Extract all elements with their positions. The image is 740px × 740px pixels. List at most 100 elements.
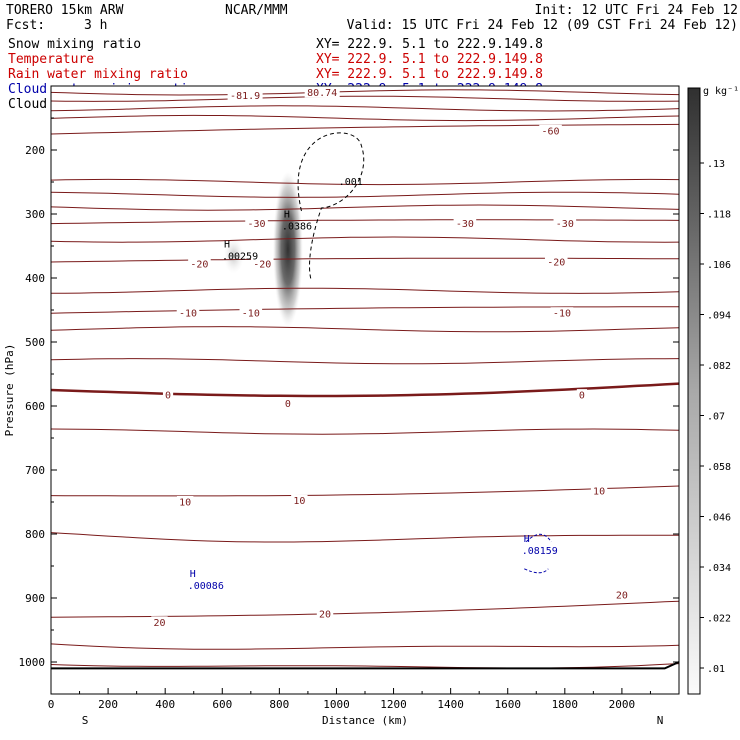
y-tick-label: 700: [25, 464, 45, 477]
legend-field-xy: XY= 222.9. 5.1 to 222.9.149.8: [316, 67, 543, 82]
x-tick-label: 2000: [609, 698, 636, 711]
high-value: .00086: [188, 581, 224, 592]
temperature-contour: [50, 114, 680, 122]
contour-label-bg: [550, 307, 574, 319]
south-label: S: [82, 714, 89, 727]
x-tick-label: 400: [155, 698, 175, 711]
temperature-contour--60: [50, 123, 680, 135]
contour-label: -10: [179, 309, 197, 320]
legend-field-xy: XY= 222.9. 5.1 to 222.9.149.8: [316, 52, 543, 67]
plot-area: -81.9 80.74 -60 -30 -30 -30 -20 -20 -20 -10 -10 -10…: [19, 85, 680, 711]
contour-label-bg: [250, 257, 274, 269]
contour-label-bg: [162, 389, 174, 401]
contour-label: -10: [553, 309, 571, 320]
x-tick-label: 600: [212, 698, 232, 711]
contour-label: -30: [247, 219, 265, 230]
x-axis-label: Distance (km): [322, 714, 408, 727]
x-tick-label: 1400: [437, 698, 464, 711]
colorbar-tick-label: .118: [707, 210, 731, 221]
colorbar-tick-label: .094: [707, 311, 731, 322]
high-marker: H: [224, 240, 230, 251]
contour-label-bg: [613, 588, 631, 600]
legend-field-name: Temperature: [8, 52, 94, 67]
temperature-contour: [50, 532, 679, 543]
contour-label: 10: [593, 487, 605, 498]
colorbar-tick-label: .13: [707, 159, 725, 170]
x-tick-label: 1600: [494, 698, 521, 711]
contour-label-bg: [176, 496, 194, 507]
contour-label-bg: [291, 494, 308, 506]
contour-label-bg: [188, 257, 211, 269]
temperature-contour: [50, 287, 680, 294]
colorbar-tick-label: .022: [707, 614, 731, 625]
legend-field-name: Snow mixing ratio: [8, 37, 141, 52]
contour-label: 80.74: [307, 88, 337, 99]
contour-label: 10: [293, 496, 305, 507]
high-value: .00259: [222, 252, 258, 263]
high-marker: H: [284, 210, 290, 221]
temperature-contour: [50, 204, 680, 211]
colorbar-tick-label: .07: [707, 412, 725, 423]
contour-label: 20: [616, 590, 628, 601]
org-title: NCAR/MMM: [225, 3, 288, 18]
temperature-contour--10: [50, 306, 679, 314]
colorbar-tick-label: .034: [707, 563, 731, 574]
contour-label: -60: [542, 126, 560, 137]
contour-label-bg: [227, 89, 263, 101]
contour-label: -20: [253, 259, 271, 270]
contour-label-bg: [245, 217, 268, 229]
contour-label-bg: [239, 307, 263, 319]
contour-label: -20: [190, 259, 208, 270]
cloud-water-contour: [524, 533, 552, 574]
temperature-contour: [50, 89, 680, 96]
contour-label-bg: [304, 86, 340, 98]
temperature-contour: [50, 428, 680, 435]
colorbar-tick-label: .046: [707, 513, 731, 524]
high-marker: H: [190, 569, 196, 580]
y-tick-label: 200: [25, 144, 45, 157]
x-tick-label: 1200: [380, 698, 407, 711]
init-time: Init: 12 UTC Fri 24 Feb 12: [535, 3, 739, 18]
contour-label-bg: [453, 217, 477, 229]
temperature-contour: [50, 236, 680, 243]
x-tick-label: 200: [98, 698, 118, 711]
x-tick-label: 0: [48, 698, 55, 711]
contour-label: 0: [285, 399, 291, 410]
y-tick-label: 300: [25, 208, 45, 221]
contour-label: -20: [547, 258, 565, 269]
contour-label: -30: [556, 219, 574, 230]
legend-field-name: Rain water mixing ratio: [8, 67, 188, 82]
y-tick-label: 800: [25, 528, 45, 541]
legend-field-xy: XY= 222.9. 5.1 to 222.9.149.8: [316, 37, 543, 52]
high-marker: H: [524, 534, 530, 545]
contour-label-bg: [282, 397, 294, 409]
temperature-contour: [50, 643, 680, 650]
y-tick-label: 500: [25, 336, 45, 349]
x-tick-label: 1800: [552, 698, 579, 711]
colorbar-tick-label: .082: [707, 361, 731, 372]
y-tick-label: 400: [25, 272, 45, 285]
colorbar-tick-label: .106: [707, 260, 731, 271]
contour-label-bg: [590, 485, 608, 497]
contour-label: 0: [579, 391, 585, 402]
fcst-label: Fcst:: [6, 18, 45, 33]
colorbar-ramp: [687, 87, 701, 695]
contour-label: 10: [179, 498, 191, 509]
contour-label: 0: [165, 391, 171, 402]
ice-dashed-contour: [297, 132, 365, 282]
temperature-contour: [50, 95, 680, 102]
contour-label: 20: [319, 610, 331, 621]
x-tick-label: 1000: [323, 698, 350, 711]
model-title: TORERO 15km ARW: [6, 3, 124, 18]
contour-label: -81.9: [230, 91, 260, 102]
high-value: .08159: [522, 546, 558, 557]
contour-label-bg: [553, 217, 577, 229]
y-tick-label: 900: [25, 592, 45, 605]
ice-shading: [223, 237, 244, 274]
temperature-contour-10: [50, 485, 680, 497]
contour-label: 20: [153, 618, 165, 629]
contour-label-bg: [151, 616, 168, 628]
contour-label: -10: [242, 309, 260, 320]
fcst-value: 3 h: [84, 18, 107, 33]
